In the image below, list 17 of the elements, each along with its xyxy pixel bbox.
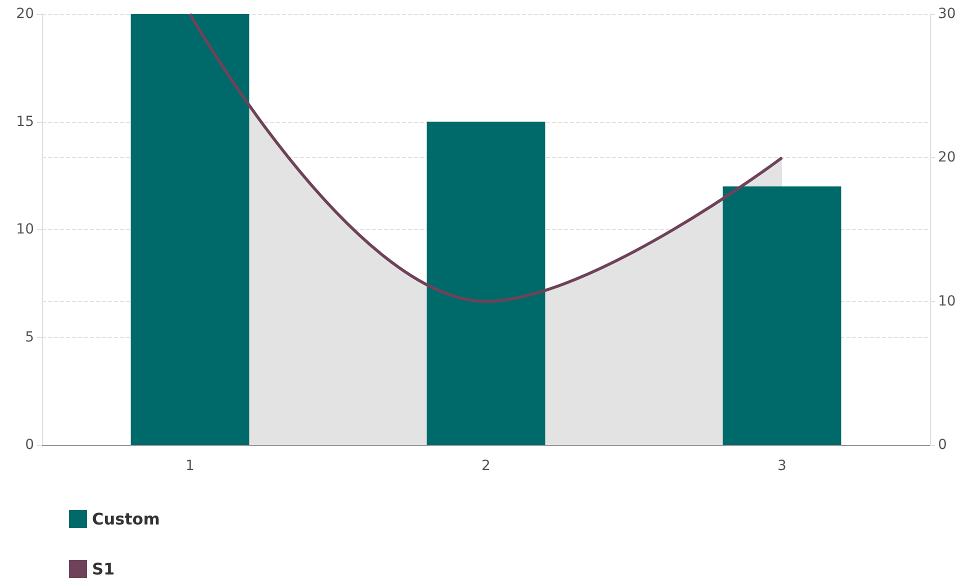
bar xyxy=(426,122,546,445)
bar xyxy=(722,186,842,445)
x-tick-label: 1 xyxy=(186,458,194,474)
y-tick-label: 10 xyxy=(16,222,34,238)
y-tick-label: 15 xyxy=(16,114,34,130)
x-tick-label: 3 xyxy=(778,458,786,474)
bar xyxy=(130,14,250,445)
y-tick-label: 0 xyxy=(25,437,34,453)
y-tick-label: 20 xyxy=(16,6,34,22)
y2-tick-label: 10 xyxy=(938,293,956,310)
x-tick-label: 2 xyxy=(482,458,490,474)
y-tick-label: 5 xyxy=(25,329,34,346)
y2-tick-label: 20 xyxy=(938,150,956,166)
legend-label: S1 xyxy=(92,560,115,578)
y2-tick-label: 0 xyxy=(938,437,947,453)
legend-label: Custom xyxy=(92,510,160,528)
y2-tick-label: 30 xyxy=(938,6,956,22)
